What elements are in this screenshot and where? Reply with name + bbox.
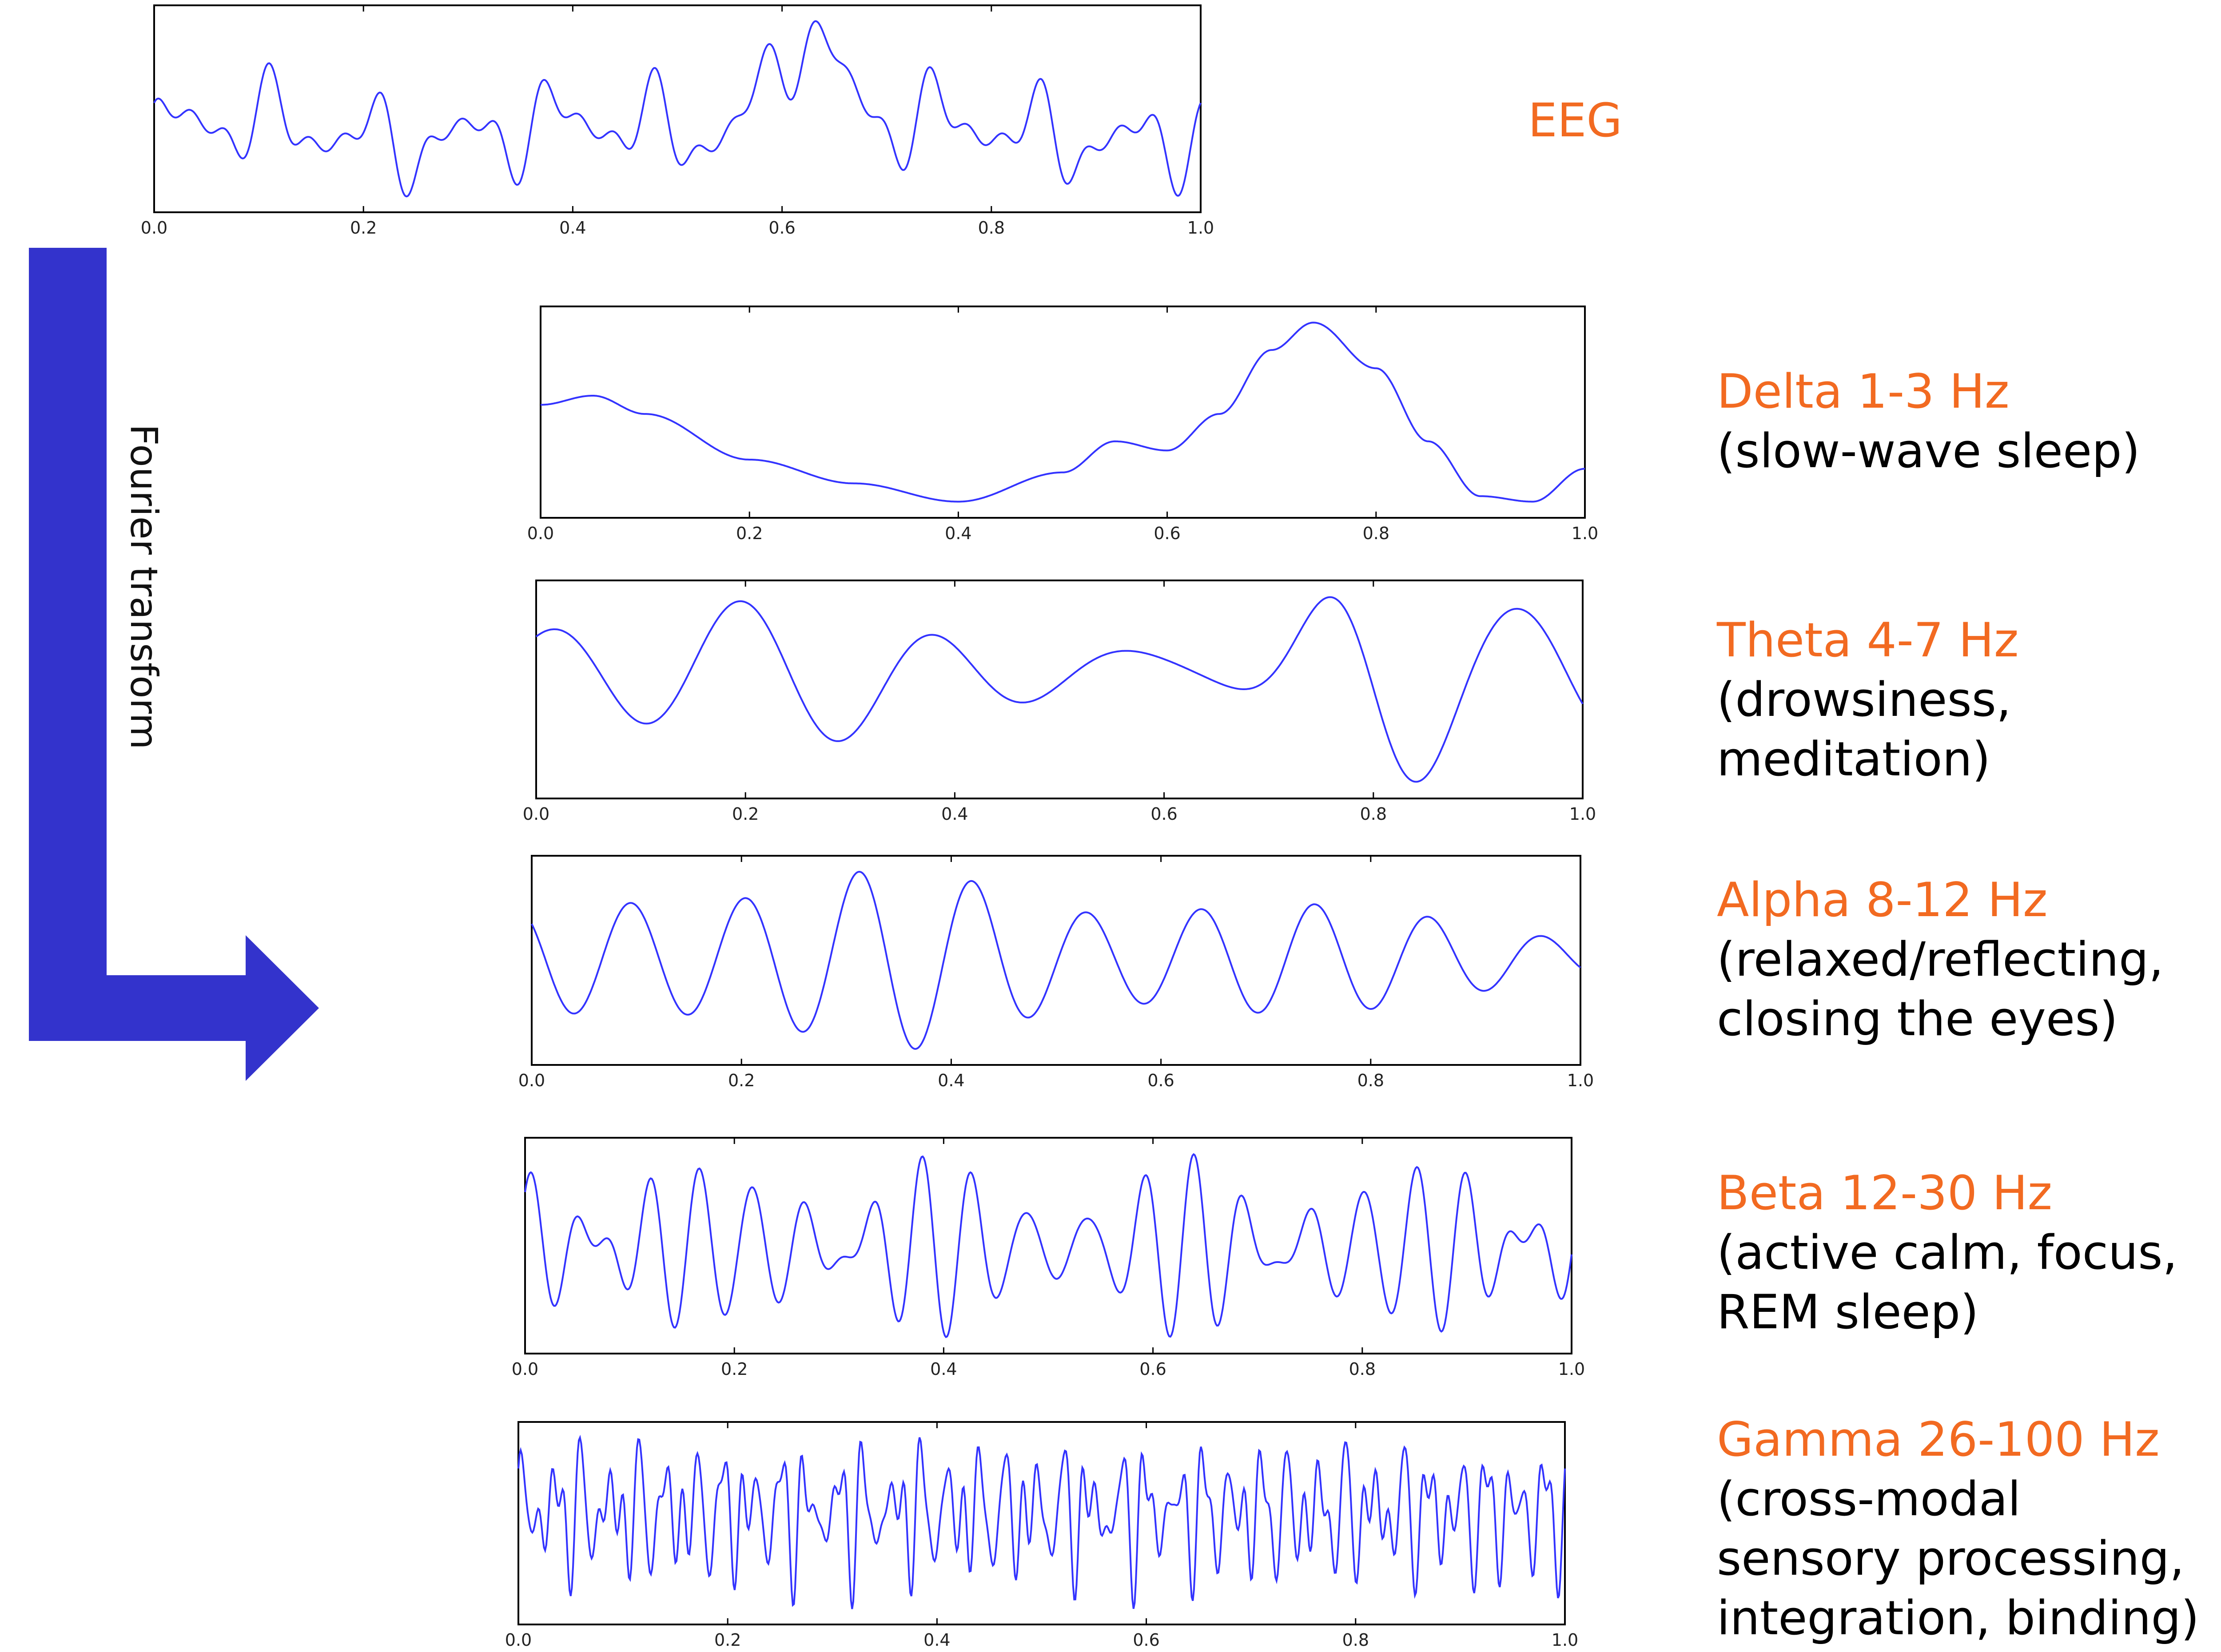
x-tick-label: 0.0 xyxy=(527,524,554,543)
x-tick-label: 1.0 xyxy=(1567,1071,1594,1090)
x-tick-label: 1.0 xyxy=(1572,524,1598,543)
beta-chart-svg: 0.0 0.2 0.4 0.6 0.8 1.0 xyxy=(512,1137,1585,1379)
x-tick-label: 0.4 xyxy=(930,1359,957,1379)
axes-frame xyxy=(531,855,1581,1066)
x-tick-label: 0.2 xyxy=(350,218,377,238)
band-desc: meditation) xyxy=(1717,732,1991,786)
band-desc: REM sleep) xyxy=(1717,1285,1979,1339)
band-label-alpha: Alpha 8-12 Hz (relaxed/reflecting, closi… xyxy=(1717,870,2164,1049)
x-tick-label: 0.8 xyxy=(1363,524,1389,543)
band-name: Beta 12-30 Hz xyxy=(1717,1166,2053,1220)
band-label-delta: Delta 1-3 Hz (slow-wave sleep) xyxy=(1717,362,2140,481)
axes-frame xyxy=(517,1421,1566,1625)
alpha-chart-svg: 0.0 0.2 0.4 0.6 0.8 1.0 xyxy=(518,855,1594,1090)
band-desc: sensory processing, xyxy=(1717,1531,2185,1586)
gamma-series-line xyxy=(517,1434,1566,1609)
axes-frame xyxy=(540,306,1586,519)
x-tick-label: 0.2 xyxy=(721,1359,748,1379)
delta-plot: 0.0 0.2 0.4 0.6 0.8 1.0 xyxy=(527,306,1598,545)
x-tick-label: 1.0 xyxy=(1558,1359,1585,1379)
x-tick-label: 0.4 xyxy=(559,218,586,238)
x-tick-label: 0.8 xyxy=(978,218,1005,238)
x-tick-label: 0.4 xyxy=(923,1630,950,1650)
band-desc: (drowsiness, xyxy=(1717,672,2011,727)
fourier-transform-label: Fourier transform xyxy=(122,424,166,750)
x-tick-label: 0.4 xyxy=(941,804,968,824)
theta-series-line xyxy=(535,596,1584,783)
gamma-chart-svg: 0.0 0.2 0.4 0.6 0.8 1.0 xyxy=(505,1421,1578,1650)
x-tick-label: 0.6 xyxy=(1139,1359,1166,1379)
eeg-label: EEG xyxy=(1528,93,1623,147)
band-desc: (active calm, focus, xyxy=(1717,1225,2178,1280)
eeg-plot: 0.0 0.2 0.4 0.6 0.8 1.0 xyxy=(141,4,1214,240)
band-desc: (cross-modal xyxy=(1717,1472,2021,1526)
x-tick-label: 0.6 xyxy=(1147,1071,1174,1090)
delta-series-line xyxy=(541,322,1585,503)
band-desc: integration, binding) xyxy=(1717,1591,2200,1645)
x-tick-label: 0.2 xyxy=(732,804,759,824)
band-desc: (relaxed/reflecting, xyxy=(1717,932,2164,987)
gamma-plot: 0.0 0.2 0.4 0.6 0.8 1.0 xyxy=(505,1421,1578,1652)
x-tick-label: 1.0 xyxy=(1552,1630,1578,1650)
x-tick-label: 0.2 xyxy=(736,524,763,543)
fourier-arrow-icon xyxy=(29,248,319,1081)
x-tick-label: 0.8 xyxy=(1349,1359,1376,1379)
x-tick-label: 0.2 xyxy=(714,1630,741,1650)
x-tick-label: 0.0 xyxy=(512,1359,538,1379)
x-tick-label: 0.6 xyxy=(1154,524,1180,543)
x-tick-label: 0.4 xyxy=(945,524,971,543)
band-name: Delta 1-3 Hz xyxy=(1717,364,2010,419)
x-tick-label: 0.8 xyxy=(1360,804,1387,824)
alpha-plot: 0.0 0.2 0.4 0.6 0.8 1.0 xyxy=(518,855,1594,1092)
x-tick-label: 1.0 xyxy=(1187,218,1214,238)
axes-frame xyxy=(153,4,1202,213)
x-tick-label: 0.0 xyxy=(523,804,549,824)
band-desc: closing the eyes) xyxy=(1717,992,2118,1046)
x-tick-label: 0.2 xyxy=(728,1071,755,1090)
x-tick-label: 0.8 xyxy=(1342,1630,1369,1650)
x-tick-label: 1.0 xyxy=(1569,804,1596,824)
x-tick-label: 0.6 xyxy=(1150,804,1177,824)
theta-chart-svg: 0.0 0.2 0.4 0.6 0.8 1.0 xyxy=(523,580,1596,824)
band-name: Alpha 8-12 Hz xyxy=(1717,873,2048,927)
x-tick-label: 0.0 xyxy=(141,218,167,238)
band-desc: (slow-wave sleep) xyxy=(1717,424,2140,478)
band-label-gamma: Gamma 26-100 Hz (cross-modal sensory pro… xyxy=(1717,1410,2199,1648)
x-tick-label: 0.8 xyxy=(1357,1071,1384,1090)
band-name: Theta 4-7 Hz xyxy=(1717,613,2019,667)
delta-chart-svg: 0.0 0.2 0.4 0.6 0.8 1.0 xyxy=(527,306,1598,543)
axes-frame xyxy=(524,1137,1572,1354)
alpha-series-line xyxy=(531,870,1581,1050)
theta-plot: 0.0 0.2 0.4 0.6 0.8 1.0 xyxy=(523,580,1596,826)
eeg-chart-svg: 0.0 0.2 0.4 0.6 0.8 1.0 xyxy=(141,4,1214,238)
axes-frame xyxy=(535,580,1584,799)
band-name: Gamma 26-100 Hz xyxy=(1717,1412,2160,1467)
band-label-beta: Beta 12-30 Hz (active calm, focus, REM s… xyxy=(1717,1164,2177,1342)
beta-plot: 0.0 0.2 0.4 0.6 0.8 1.0 xyxy=(512,1137,1585,1381)
beta-series-line xyxy=(524,1153,1572,1338)
x-tick-label: 0.4 xyxy=(938,1071,964,1090)
x-tick-label: 0.6 xyxy=(768,218,795,238)
x-tick-label: 0.0 xyxy=(505,1630,532,1650)
eeg-series-line xyxy=(153,20,1202,198)
x-tick-label: 0.0 xyxy=(518,1071,545,1090)
x-tick-label: 0.6 xyxy=(1133,1630,1159,1650)
band-label-theta: Theta 4-7 Hz (drowsiness, meditation) xyxy=(1717,611,2019,789)
